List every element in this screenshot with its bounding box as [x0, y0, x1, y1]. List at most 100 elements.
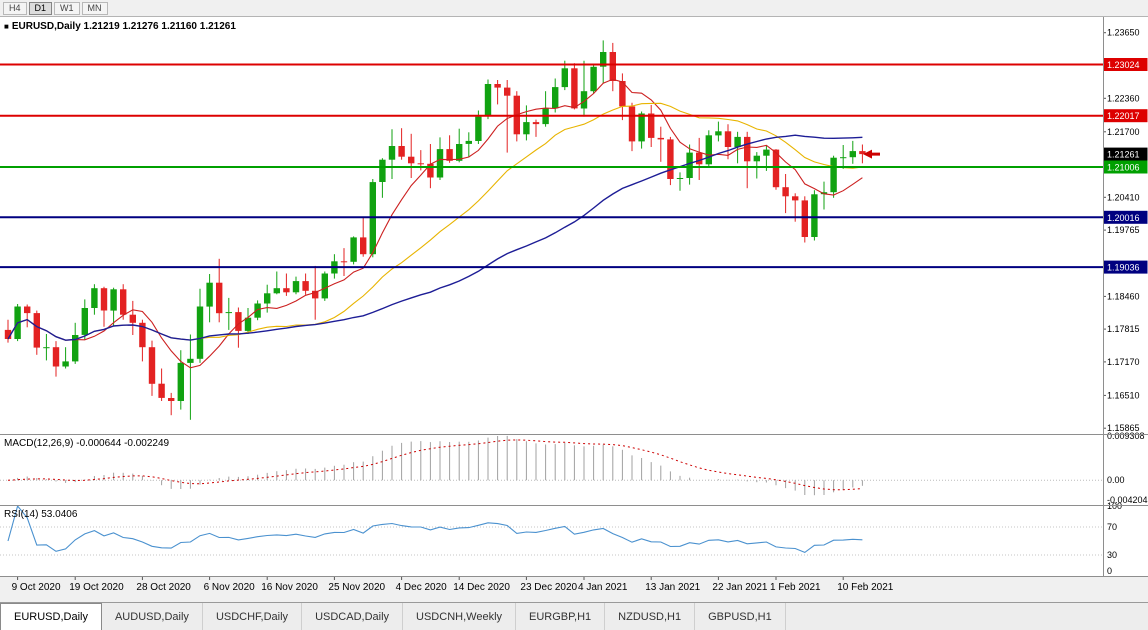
candle	[302, 281, 309, 291]
candle	[705, 135, 712, 165]
time-axis-label: 6 Nov 2020	[204, 582, 256, 593]
candle	[398, 146, 405, 157]
price-badge-label: 1.21006	[1107, 163, 1140, 173]
tab-usdchf-daily[interactable]: USDCHF,Daily	[203, 603, 303, 630]
candle	[91, 288, 98, 308]
candle	[312, 290, 319, 299]
candle	[686, 152, 693, 178]
time-axis-label: 28 Oct 2020	[136, 582, 191, 593]
candle	[388, 146, 396, 160]
candle	[379, 159, 386, 182]
time-axis-label: 14 Dec 2020	[453, 582, 510, 593]
price-badge-label: 1.23024	[1107, 60, 1140, 70]
timeframe-button-h4[interactable]: H4	[3, 1, 27, 15]
candle	[206, 282, 213, 307]
candle	[43, 347, 50, 349]
candle	[81, 308, 88, 335]
price-axis-label: 1.17170	[1107, 357, 1140, 367]
candle	[340, 261, 348, 263]
price-axis[interactable]: 1.23650 1.22360 1.21700 1.20410 1.19765 1.184…	[1103, 28, 1148, 434]
tab-gbpusd-h1[interactable]: GBPUSD,H1	[695, 603, 786, 630]
candle	[494, 84, 501, 88]
price-badge-label: 1.21261	[1107, 150, 1140, 160]
candle	[273, 288, 280, 294]
timeframe-button-d1[interactable]: D1	[28, 1, 53, 15]
time-axis-label: 22 Jan 2021	[712, 582, 767, 593]
tab-usdcnh-weekly[interactable]: USDCNH,Weekly	[403, 603, 517, 630]
candle	[504, 87, 511, 96]
candle	[744, 136, 751, 162]
price-badge	[1103, 109, 1148, 123]
candle	[571, 68, 578, 109]
candle	[148, 347, 156, 384]
candle	[168, 398, 175, 401]
candle	[811, 194, 818, 237]
candle	[350, 237, 357, 262]
macd-axis[interactable]: 0.009308 0.00 -0.004204	[1107, 431, 1148, 505]
price-badge	[1103, 210, 1148, 224]
price-axis-label: 1.15865	[1107, 423, 1140, 433]
ma-fast-line	[7, 78, 863, 369]
candle	[321, 273, 328, 299]
tab-nzdusd-h1[interactable]: NZDUSD,H1	[605, 603, 696, 630]
candle	[436, 149, 444, 178]
price-axis-label: 1.22360	[1107, 93, 1140, 103]
candle	[292, 281, 300, 293]
candle	[619, 81, 626, 107]
candle	[609, 52, 616, 81]
candle	[446, 149, 453, 161]
candle	[465, 140, 472, 144]
time-axis[interactable]: 9 Oct 2020 19 Oct 2020 28 Oct 2020 6 Nov 20…	[12, 576, 894, 593]
candle	[264, 293, 271, 304]
timeframe-button-w1[interactable]: W1	[54, 1, 80, 15]
timeframe-toolbar: H4 D1 W1 MN	[0, 0, 1148, 17]
candle	[484, 84, 492, 117]
candle	[4, 329, 12, 339]
time-axis-label: 4 Jan 2021	[578, 582, 628, 593]
candle	[859, 151, 866, 155]
time-axis-label: 16 Nov 2020	[261, 582, 318, 593]
candle	[753, 155, 760, 162]
candle	[427, 163, 434, 178]
candle	[696, 152, 703, 165]
time-axis-label: 23 Dec 2020	[520, 582, 577, 593]
rsi-line	[7, 504, 863, 554]
chart-canvas[interactable]: 1.23650 1.22360 1.21700 1.20410 1.19765 1.184…	[0, 17, 1148, 602]
candle	[177, 362, 184, 401]
candle	[100, 288, 108, 311]
time-axis-label: 13 Jan 2021	[645, 582, 700, 593]
price-badge	[1103, 260, 1148, 274]
price-axis-label: 1.23650	[1107, 28, 1140, 38]
rsi-axis-label: 0	[1107, 566, 1112, 576]
tab-usdcad-daily[interactable]: USDCAD,Daily	[302, 603, 404, 630]
macd-axis-label: 0.009308	[1107, 431, 1145, 441]
timeframe-button-mn[interactable]: MN	[81, 1, 108, 15]
candle	[840, 157, 847, 159]
candle	[638, 113, 645, 142]
candle	[724, 131, 732, 147]
candle	[792, 196, 799, 201]
candle	[360, 237, 367, 255]
macd-histogram	[17, 435, 863, 496]
candle	[590, 66, 597, 92]
price-axis-label: 1.21700	[1107, 127, 1140, 137]
candle	[580, 91, 588, 109]
candle	[120, 289, 127, 315]
tab-audusd-daily[interactable]: AUDUSD,Daily	[102, 603, 203, 630]
candle	[734, 136, 741, 148]
candle	[763, 149, 770, 156]
candle	[139, 322, 146, 348]
rsi-axis-label: 30	[1107, 550, 1117, 560]
tab-eurgbp-h1[interactable]: EURGBP,H1	[516, 603, 606, 630]
candle	[62, 361, 69, 367]
tab-eurusd-daily[interactable]: EURUSD,Daily	[0, 603, 102, 630]
time-axis-label: 25 Nov 2020	[328, 582, 385, 593]
time-axis-label: 4 Dec 2020	[396, 582, 448, 593]
price-axis-label: 1.18460	[1107, 291, 1140, 301]
candle	[244, 317, 252, 331]
macd-signal-line	[7, 439, 863, 491]
candle	[475, 116, 482, 141]
candle	[830, 157, 837, 193]
candle	[667, 139, 674, 179]
